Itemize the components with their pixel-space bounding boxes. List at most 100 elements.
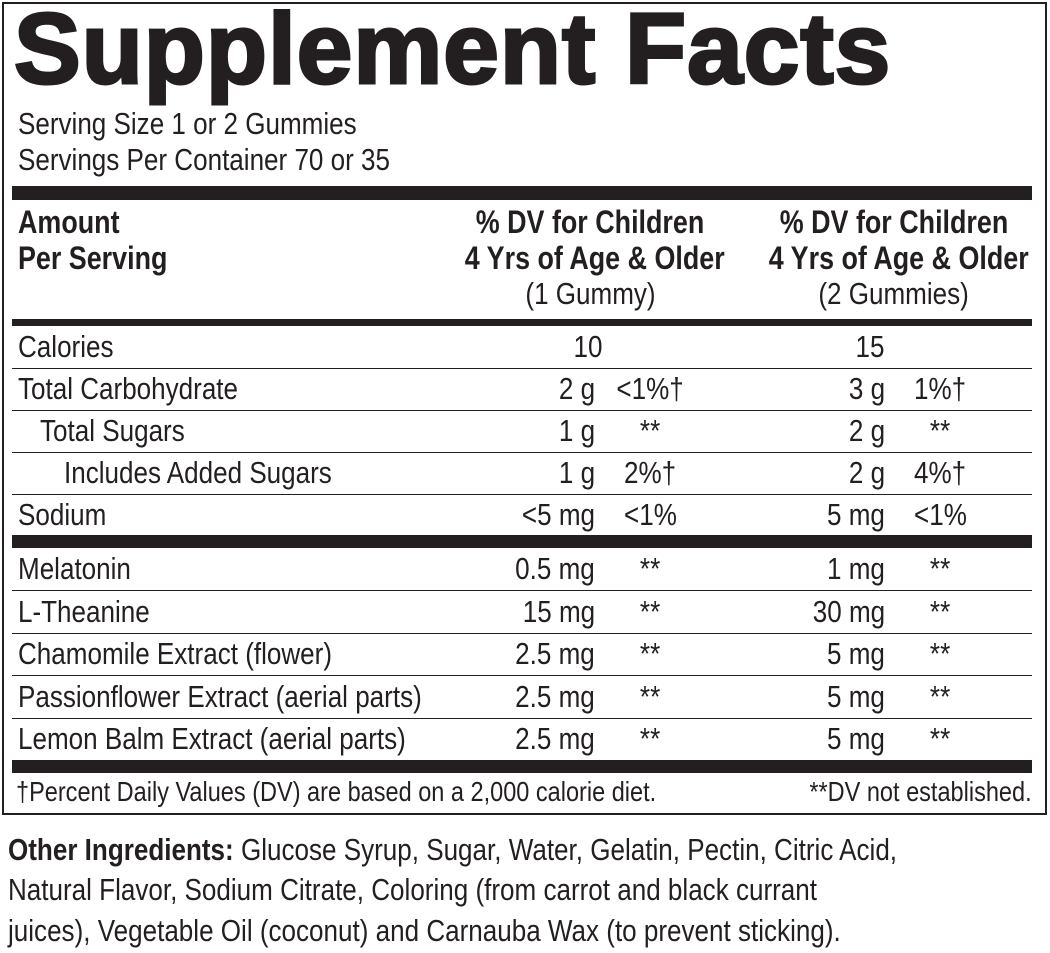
cell-text: Total Carbohydrate [18, 371, 239, 406]
cell-amt1: 2.5 mg [500, 678, 595, 716]
cell-amt2: 5 mg [816, 635, 885, 673]
nutrient-row: Passionflower Extract (aerial parts) 2.5 … [12, 676, 1032, 719]
cell-name: Total Carbohydrate [18, 370, 280, 408]
cell-amt1: 2 g [552, 370, 595, 408]
cell-text: ** [929, 551, 951, 586]
header-col2: % DV for Children 4 Yrs of Age & Older (… [744, 204, 1044, 312]
cell-name: Melatonin [18, 550, 152, 588]
servings-per-container: Servings Per Container 70 or 35 [18, 142, 461, 178]
cell-text: ** [639, 594, 661, 629]
cell-dv2 [890, 328, 990, 366]
cell-name: Includes Added Sugars [64, 454, 383, 492]
serving-size-text: Serving Size 1 or 2 Gummies [18, 106, 357, 141]
cell-text: 5 mg [827, 497, 885, 532]
panel-title: Supplement Facts [12, 0, 892, 107]
cell-text: Includes Added Sugars [64, 455, 332, 490]
cell-text: ** [639, 636, 661, 671]
cell-text: 15 [855, 329, 884, 364]
nutrient-row: L-Theanine 15 mg ** 30 mg ** [12, 591, 1032, 634]
cell-text: 2.5 mg [515, 679, 595, 714]
cell-text: 4%† [913, 455, 967, 490]
cell-text: ** [929, 679, 951, 714]
cell-dv2: <1% [890, 496, 990, 534]
cell-text: <1% [913, 497, 967, 532]
footnote-text: **DV not established. [809, 776, 1032, 807]
cell-amt2: 5 mg [816, 496, 885, 534]
cell-name: Lemon Balm Extract (aerial parts) [18, 720, 480, 758]
cell-text: ** [929, 413, 951, 448]
cell-text: Total Sugars [40, 413, 185, 448]
cell-text: 15 mg [522, 594, 595, 629]
footnote-text: †Percent Daily Values (DV) are based on … [16, 776, 657, 807]
title-text: Supplement Facts [12, 0, 892, 107]
footnote-dv: †Percent Daily Values (DV) are based on … [16, 776, 778, 808]
nutrient-row: Chamomile Extract (flower) 2.5 mg ** 5 mg ** [12, 633, 1032, 676]
cell-dv1: ** [600, 412, 700, 450]
cell-amt1: 2.5 mg [500, 720, 595, 758]
nutrient-row: Includes Added Sugars 1 g 2%† 2 g 4%† [12, 452, 1032, 495]
cell-text: 1 mg [827, 551, 885, 586]
divider-medium [12, 319, 1032, 326]
header-line: 4 Yrs of Age & Older [464, 240, 725, 276]
cell-text: ** [639, 721, 661, 756]
cell-text: 2.5 mg [515, 721, 595, 756]
nutrient-row: Total Sugars 1 g ** 2 g ** [12, 410, 1032, 453]
cell-name: Calories [18, 328, 132, 366]
cell-text: Melatonin [18, 551, 131, 586]
cell-text: ** [929, 636, 951, 671]
cell-text: ** [639, 679, 661, 714]
nutrient-row: Sodium <5 mg <1% 5 mg <1% [12, 494, 1032, 536]
cell-dv2: ** [890, 635, 990, 673]
cell-text: 30 mg [812, 594, 885, 629]
cell-dv1: ** [600, 593, 700, 631]
cell-text: L-Theanine [18, 594, 150, 629]
nutrient-row: Melatonin 0.5 mg ** 1 mg ** [12, 548, 1032, 591]
cell-text: 2 g [558, 371, 595, 406]
cell-amt1: <5 mg [508, 496, 595, 534]
other-ingredients-line: Natural Flavor, Sodium Citrate, Coloring… [8, 872, 971, 908]
header-line: Per Serving [18, 240, 168, 276]
cell-text: <1% [623, 497, 677, 532]
ingredients-text: Natural Flavor, Sodium Citrate, Coloring… [8, 872, 817, 907]
cell-text: 3 g [848, 371, 885, 406]
divider-thick [12, 186, 1032, 200]
cell-dv2: 4%† [890, 454, 990, 492]
cell-amt2: 2 g [842, 454, 885, 492]
cell-text: Passionflower Extract (aerial parts) [18, 679, 422, 714]
cell-text: 1 g [558, 413, 595, 448]
other-ingredients-line: juices), Vegetable Oil (coconut) and Car… [8, 913, 999, 949]
cell-dv1: <1%† [600, 370, 700, 408]
cell-text: Calories [18, 329, 114, 364]
cell-text: ** [639, 551, 661, 586]
cell-dv2: ** [890, 678, 990, 716]
header-amount: Amount Per Serving [18, 204, 196, 276]
ingredients-text: juices), Vegetable Oil (coconut) and Car… [8, 913, 841, 948]
header-line: 4 Yrs of Age & Older [768, 240, 1029, 276]
supplement-facts-panel [2, 2, 1047, 815]
cell-text: 1 g [558, 455, 595, 490]
cell-dv2: ** [890, 593, 990, 631]
cell-amt2: 30 mg [799, 593, 885, 631]
ingredients-text: Glucose Syrup, Sugar, Water, Gelatin, Pe… [233, 832, 898, 867]
other-ingredients-label: Other Ingredients: [8, 832, 234, 867]
other-ingredients-line: Other Ingredients: Glucose Syrup, Sugar,… [8, 832, 1050, 868]
cell-dv1: ** [600, 720, 700, 758]
cell-text: 2 g [848, 413, 885, 448]
cell-name: Chamomile Extract (flower) [18, 635, 392, 673]
header-line: % DV for Children [779, 204, 1009, 240]
cell-amt2: 2 g [842, 412, 885, 450]
cell-dv1: ** [600, 550, 700, 588]
cell-text: 1%† [913, 371, 967, 406]
cell-text: <5 mg [521, 497, 595, 532]
divider-thick [12, 535, 1032, 548]
cell-amt2: 15 [850, 328, 884, 366]
cell-dv1 [600, 328, 700, 366]
cell-text: 0.5 mg [515, 551, 595, 586]
cell-dv2: 1%† [890, 370, 990, 408]
cell-text: 5 mg [827, 679, 885, 714]
cell-dv2: ** [890, 412, 990, 450]
cell-dv1: ** [600, 678, 700, 716]
cell-text: Chamomile Extract (flower) [18, 636, 333, 671]
cell-amt2: 5 mg [816, 678, 885, 716]
footnote-not-established: **DV not established. [767, 776, 1032, 808]
